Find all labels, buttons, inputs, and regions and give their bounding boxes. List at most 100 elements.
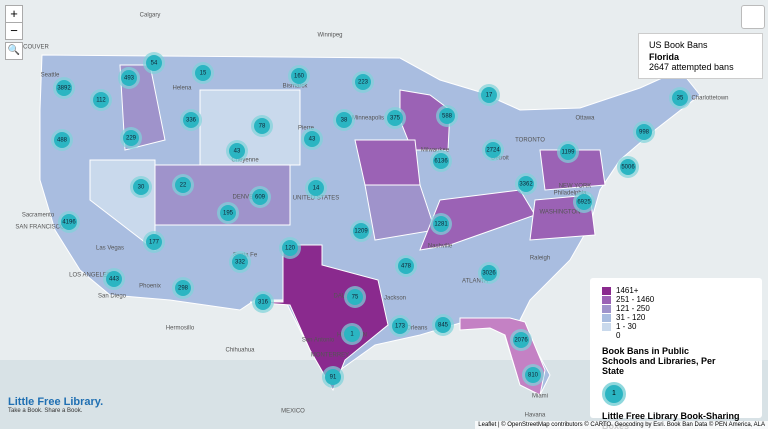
legend-item: 0 — [602, 331, 750, 340]
zoom-out[interactable]: − — [5, 22, 23, 40]
cluster-dot — [387, 110, 403, 126]
book-box-cluster[interactable]: 91 — [322, 366, 344, 388]
book-box-cluster[interactable]: 75 — [344, 286, 366, 308]
legend-label: 0 — [616, 331, 621, 340]
book-box-cluster[interactable]: 30 — [130, 176, 152, 198]
cluster-dot — [106, 271, 122, 287]
book-box-cluster[interactable]: 4196 — [58, 211, 80, 233]
book-box-cluster[interactable]: 177 — [143, 231, 165, 253]
book-box-cluster[interactable]: 332 — [229, 251, 251, 273]
cluster-count: 195 — [223, 211, 234, 217]
cluster-count: 120 — [285, 246, 296, 252]
book-box-cluster[interactable]: 375 — [384, 107, 406, 129]
book-box-cluster[interactable]: 195 — [217, 202, 239, 224]
cluster-dot — [123, 130, 139, 146]
place-label: Detroit — [491, 156, 509, 162]
cluster-count: 443 — [109, 277, 120, 283]
book-box-cluster[interactable]: 229 — [120, 127, 142, 149]
zoom-in[interactable]: + — [5, 5, 23, 23]
layers-button[interactable] — [741, 5, 765, 29]
cluster-dot — [336, 112, 352, 128]
cluster-count: 112 — [96, 98, 106, 104]
place-label: Cheyenne — [231, 158, 259, 164]
place-label: Ottawa — [575, 116, 595, 122]
book-box-cluster[interactable]: 336 — [180, 109, 202, 131]
book-box-cluster[interactable]: 43 — [301, 128, 323, 150]
legend-item: 1 - 30 — [602, 322, 750, 331]
legend-label: 31 - 120 — [616, 313, 646, 322]
cluster-dot — [513, 332, 529, 348]
book-box-cluster[interactable]: 223 — [352, 71, 374, 93]
legend-label: 1461+ — [616, 286, 639, 295]
book-box-cluster[interactable]: 443 — [103, 268, 125, 290]
cluster-dot — [56, 80, 72, 96]
book-box-cluster[interactable]: 78 — [251, 115, 273, 137]
book-box-cluster[interactable]: 478 — [395, 255, 417, 277]
book-box-cluster[interactable]: 5006 — [617, 156, 639, 178]
book-box-cluster[interactable]: 488 — [51, 129, 73, 151]
legend-label: 1 - 30 — [616, 322, 637, 331]
place-label: Phoenix — [139, 284, 161, 290]
logo[interactable]: Little Free Library. Take a Book. Share … — [8, 396, 103, 414]
book-box-cluster[interactable]: 493 — [118, 67, 140, 89]
cluster-count: 160 — [294, 74, 305, 80]
place-label: Bismarck — [283, 84, 309, 90]
book-box-cluster[interactable]: 1 — [341, 323, 363, 345]
place-label: Sacramento — [22, 213, 55, 219]
cluster-dot — [355, 74, 371, 90]
cluster-dot — [195, 65, 211, 81]
book-box-cluster[interactable]: 43 — [226, 140, 248, 162]
book-box-cluster[interactable]: 845 — [432, 314, 454, 336]
book-box-cluster[interactable]: 54 — [143, 52, 165, 74]
cluster-count: 223 — [358, 80, 369, 86]
box-sample: 1 — [602, 382, 626, 406]
book-box-cluster[interactable]: 173 — [389, 315, 411, 337]
cluster-dot — [254, 118, 270, 134]
book-box-cluster[interactable]: 35 — [669, 87, 691, 109]
place-label: ATLANTA — [462, 279, 488, 285]
book-box-cluster[interactable]: 1209 — [350, 220, 372, 242]
cluster-count: 91 — [330, 375, 337, 381]
book-box-cluster[interactable]: 298 — [172, 277, 194, 299]
place-label: Pierre — [298, 126, 315, 132]
book-box-cluster[interactable]: 810 — [522, 364, 544, 386]
cluster-count: 316 — [258, 300, 269, 306]
book-box-cluster[interactable]: 1281 — [430, 213, 452, 235]
cluster-dot — [525, 367, 541, 383]
state — [354, 139, 421, 186]
state — [539, 149, 606, 191]
book-box-cluster[interactable]: 998 — [633, 121, 655, 143]
book-box-cluster[interactable]: 3362 — [515, 173, 537, 195]
cluster-count: 54 — [151, 61, 158, 67]
book-box-cluster[interactable]: 160 — [288, 65, 310, 87]
book-box-cluster[interactable]: 120 — [279, 237, 301, 259]
book-box-cluster[interactable]: 15 — [192, 62, 214, 84]
legend-swatch — [602, 286, 611, 295]
book-box-cluster[interactable]: 316 — [252, 291, 274, 313]
place-label: Miami — [532, 394, 548, 400]
book-box-cluster[interactable]: 38 — [333, 109, 355, 131]
cluster-count: 22 — [180, 183, 187, 189]
book-box-cluster[interactable]: 6136 — [430, 150, 452, 172]
search[interactable]: 🔍 — [5, 42, 23, 60]
book-box-cluster[interactable]: 588 — [436, 105, 458, 127]
book-box-cluster[interactable]: 17 — [478, 84, 500, 106]
book-box-cluster[interactable]: 112 — [90, 89, 112, 111]
legend-item: 251 - 1460 — [602, 295, 750, 304]
legend-item: 121 - 250 — [602, 304, 750, 313]
book-box-cluster[interactable]: 1199 — [557, 141, 579, 163]
attribution: Leaflet | © OpenStreetMap contributors ©… — [475, 421, 768, 429]
place-label: Winnipeg — [317, 33, 342, 39]
cluster-dot — [183, 112, 199, 128]
cluster-count: 3362 — [519, 182, 533, 188]
book-box-cluster[interactable]: 2724 — [482, 139, 504, 161]
book-box-cluster[interactable]: 22 — [172, 174, 194, 196]
book-box-cluster[interactable]: 3892 — [53, 77, 75, 99]
book-box-cluster[interactable]: 2076 — [510, 329, 532, 351]
book-box-cluster[interactable]: 609 — [249, 186, 271, 208]
cluster-dot — [61, 214, 77, 230]
book-box-cluster[interactable]: 14 — [305, 177, 327, 199]
cluster-count: 43 — [234, 149, 241, 155]
book-box-cluster[interactable]: 3026 — [478, 262, 500, 284]
book-box-cluster[interactable]: 6925 — [573, 191, 595, 213]
